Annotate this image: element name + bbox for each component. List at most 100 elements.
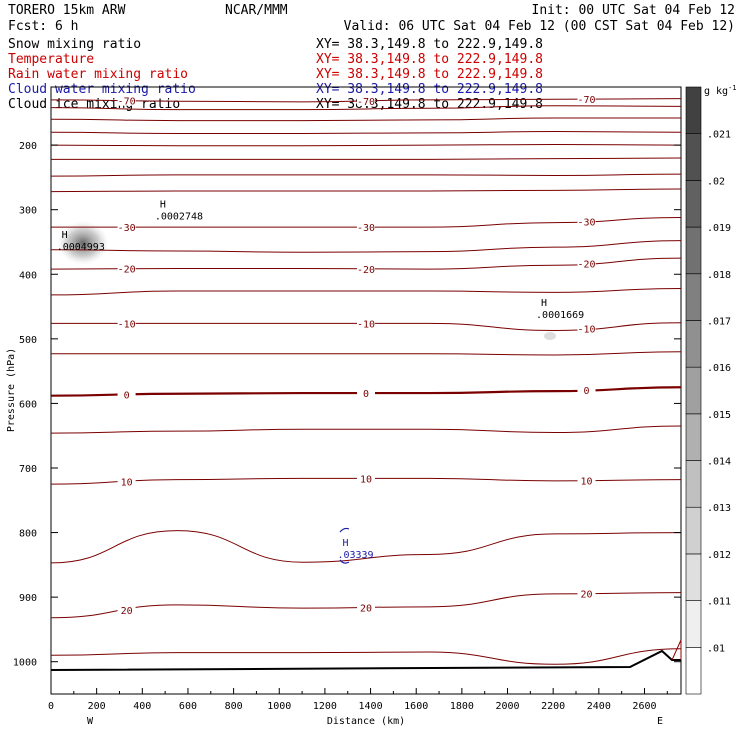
colorbar-level: .016 xyxy=(707,363,731,374)
x-tick-label: 1200 xyxy=(313,701,337,712)
isotherm-line xyxy=(51,131,681,134)
colorbar-swatch xyxy=(685,226,702,275)
isotherm-label-bg xyxy=(117,262,136,274)
isotherm-label: 10 xyxy=(580,477,592,488)
y-tick-label: 300 xyxy=(19,206,37,217)
isotherm-line xyxy=(51,188,681,193)
isotherm-label: -20 xyxy=(577,259,595,270)
isotherm-line xyxy=(51,530,681,564)
isotherm-line xyxy=(51,648,681,665)
colorbar-unit: g kg-1 xyxy=(704,84,737,97)
x-tick-label: 1400 xyxy=(359,701,383,712)
plot-frame xyxy=(50,86,682,695)
field-xy: XY= 38.3,149.8 to 222.9,149.8 xyxy=(316,37,543,52)
colorbar-swatch xyxy=(685,506,702,555)
isotherm-label-bg xyxy=(577,215,596,227)
terrain-edge-contour xyxy=(671,639,682,661)
east-label: E xyxy=(657,716,663,727)
field-list: Snow mixing ratio XY= 38.3,149.8 to 222.9… xyxy=(8,37,543,112)
isotherm-label-bg xyxy=(117,317,136,329)
isotherm-line xyxy=(51,351,681,356)
isotherm-label: -30 xyxy=(577,217,595,228)
isotherm-label-bg xyxy=(577,322,596,334)
colorbar-unit-exp: -1 xyxy=(728,84,736,92)
isotherm-label-bg xyxy=(577,93,596,105)
isotherm-labels: -70 -70 -70 -30 -30 -30 -20 -20 -20 -10 -10 -10 0 0 0 1… xyxy=(118,93,596,617)
isotherm-label-bg xyxy=(117,604,136,616)
field-name: Cloud water mixing ratio xyxy=(8,82,196,97)
isotherm-label: 20 xyxy=(121,606,133,617)
colorbar-swatch xyxy=(685,413,702,461)
isotherm-label: 10 xyxy=(360,474,372,485)
forecast-hour: Fcst: 6 h xyxy=(8,19,78,34)
field-name: Rain water mixing ratio xyxy=(8,67,188,82)
extremum-mark: H xyxy=(160,200,166,211)
colorbar-level: .013 xyxy=(707,503,731,514)
terrain-line xyxy=(50,649,681,671)
y-tick-label: 600 xyxy=(19,399,37,410)
colorbar-level: .021 xyxy=(707,130,731,141)
colorbar-swatch xyxy=(685,366,702,415)
isotherm-label: 20 xyxy=(580,590,592,601)
isotherm-label: 20 xyxy=(360,603,372,614)
isotherm-label-bg xyxy=(357,262,375,274)
isotherm-label: -70 xyxy=(577,95,595,106)
colorbar-swatch xyxy=(685,320,702,368)
field-xy: XY= 38.3,149.8 to 222.9,149.8 xyxy=(316,52,543,67)
isotherm-label-bg xyxy=(577,587,596,599)
colorbar-level: .019 xyxy=(707,223,731,234)
x-tick-label: 2000 xyxy=(495,701,519,712)
isotherm-label-bg xyxy=(357,601,375,613)
isotherm-label-bg xyxy=(357,472,375,484)
colorbar-level: .02 xyxy=(707,176,725,187)
model-title: TORERO 15km ARW xyxy=(8,3,126,18)
snow-shading xyxy=(57,221,109,265)
colorbar-level: .01 xyxy=(707,643,725,654)
isotherm-label-bg xyxy=(357,221,375,233)
extremum-value: .03339 xyxy=(337,550,373,561)
isotherm-label-bg xyxy=(357,317,375,329)
isotherm-label: 10 xyxy=(121,477,133,488)
isotherm-line xyxy=(51,173,681,177)
field-name: Temperature xyxy=(8,52,94,67)
cloud-water-contour-lower xyxy=(339,559,350,564)
colorbar-swatch xyxy=(685,133,702,181)
extremum-mark: H xyxy=(541,298,547,309)
field-name: Snow mixing ratio xyxy=(8,37,141,52)
isotherm-label: 0 xyxy=(583,386,589,397)
y-tick-label: 900 xyxy=(19,593,37,604)
x-axis-label: Distance (km) xyxy=(327,716,405,727)
colorbar-level: .014 xyxy=(707,457,731,468)
isotherm-label-bg xyxy=(577,257,596,269)
isotherm-line xyxy=(51,240,681,253)
isotherm-label: -70 xyxy=(118,97,136,108)
isotherm-label-bg xyxy=(577,384,596,396)
isotherm-line xyxy=(51,157,681,160)
colorbar-level: .012 xyxy=(707,550,731,561)
isotherm-label: -70 xyxy=(357,97,375,108)
colorbar-swatch xyxy=(685,86,702,134)
org-label: NCAR/MMM xyxy=(225,3,288,18)
isotherm-label-bg xyxy=(117,475,136,487)
colorbar-level: .017 xyxy=(707,316,731,327)
colorbar-level: .011 xyxy=(707,597,731,608)
isotherm-line xyxy=(51,105,681,111)
isotherm-label-bg xyxy=(117,221,136,233)
y-tick-label: 500 xyxy=(19,335,37,346)
colorbar-swatch xyxy=(685,180,702,228)
colorbar-swatch xyxy=(685,273,702,321)
colorbar: .01 .011 .012 .013 .014 .015 .016 .017 .018 .019.… xyxy=(685,86,731,695)
isotherm-label-bg xyxy=(577,474,596,486)
isotherm-contours xyxy=(51,98,681,665)
colorbar-level: .018 xyxy=(707,270,731,281)
x-tick-label: 200 xyxy=(88,701,106,712)
isotherm-label: -10 xyxy=(577,325,595,336)
colorbar-swatch xyxy=(685,553,702,601)
isotherm-label: -30 xyxy=(118,223,136,234)
isotherm-line xyxy=(51,117,681,122)
valid-time: Valid: 06 UTC Sat 04 Feb 12 (00 CST Sat … xyxy=(344,19,735,34)
isotherm-line xyxy=(51,287,681,296)
ice-shading xyxy=(544,332,556,340)
